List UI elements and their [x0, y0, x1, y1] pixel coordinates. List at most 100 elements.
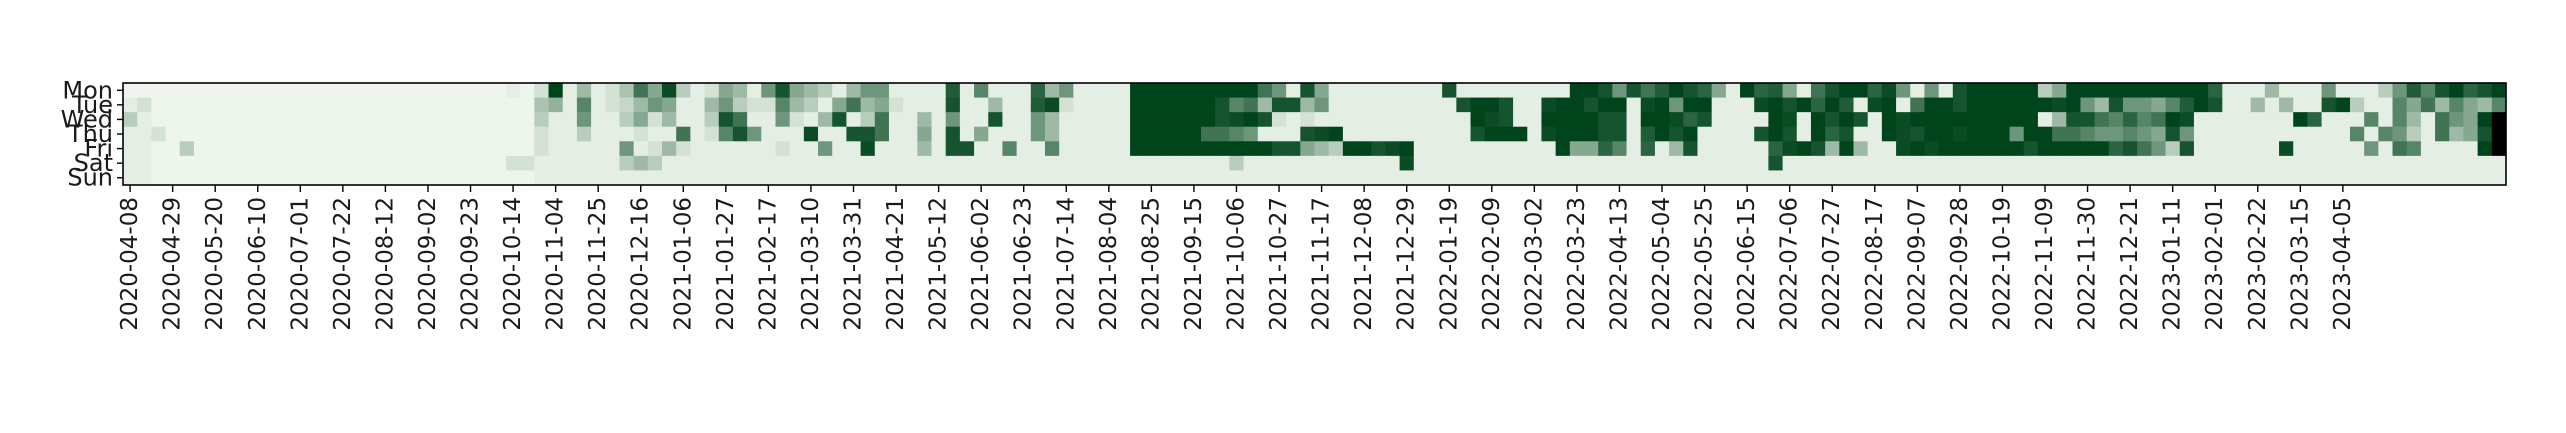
heatmap-cell	[619, 170, 635, 186]
heatmap-cell	[1513, 83, 1528, 98]
heatmap-cell	[1640, 112, 1656, 128]
heatmap-cell	[1130, 83, 1145, 98]
heatmap-cell	[974, 170, 989, 186]
heatmap-cell	[1768, 126, 1783, 142]
heatmap-cell	[420, 97, 436, 113]
heatmap-cell	[1896, 141, 1911, 157]
heatmap-cell	[1186, 170, 1202, 186]
heatmap-cell	[718, 155, 734, 171]
heatmap-cell	[1598, 112, 1613, 128]
heatmap-cell	[2279, 112, 2294, 128]
heatmap-cell	[2364, 112, 2379, 128]
heatmap-cell	[959, 170, 975, 186]
heatmap-cell	[1044, 83, 1060, 98]
heatmap-cell	[2179, 97, 2195, 113]
heatmap-cell	[1271, 112, 1287, 128]
heatmap-cell	[1782, 155, 1798, 171]
heatmap-cell	[832, 97, 847, 113]
heatmap-cell	[2463, 126, 2479, 142]
heatmap-cell	[1569, 155, 1585, 171]
heatmap-cell	[1527, 170, 1542, 186]
heatmap-cell	[1059, 97, 1074, 113]
heatmap-cell	[2250, 155, 2266, 171]
heatmap-cell	[917, 112, 932, 128]
heatmap-cell	[1598, 141, 1613, 157]
heatmap-cell	[491, 97, 507, 113]
heatmap-cell	[1697, 155, 1713, 171]
heatmap-cell	[321, 83, 337, 98]
heatmap-cell	[2307, 170, 2322, 186]
heatmap-cell	[2463, 170, 2479, 186]
heatmap-cell	[732, 83, 748, 98]
heatmap-cell	[1938, 170, 1954, 186]
heatmap-cell	[1924, 126, 1940, 142]
heatmap-cell	[1257, 141, 1273, 157]
heatmap-cell	[2094, 83, 2110, 98]
heatmap-cell	[378, 83, 393, 98]
heatmap-cell	[520, 126, 535, 142]
heatmap-cell	[2321, 155, 2337, 171]
heatmap-cell	[1470, 112, 1486, 128]
heatmap-cell	[1158, 141, 1174, 157]
heatmap-cell	[1740, 170, 1755, 186]
heatmap-cell	[1328, 83, 1344, 98]
heatmap-cell	[1640, 83, 1656, 98]
heatmap-cell	[647, 112, 663, 128]
heatmap-cell	[1470, 155, 1486, 171]
heatmap-cell	[2392, 126, 2408, 142]
heatmap-cell	[1867, 126, 1883, 142]
heatmap-cell	[1569, 170, 1585, 186]
heatmap-cell	[2052, 112, 2067, 128]
heatmap-cell	[1839, 112, 1854, 128]
heatmap-cell	[718, 97, 734, 113]
heatmap-cell	[704, 170, 720, 186]
heatmap-cell	[1130, 97, 1145, 113]
heatmap-cell	[2264, 112, 2280, 128]
heatmap-cell	[1130, 155, 1145, 171]
heatmap-cell	[335, 141, 351, 157]
heatmap-cell	[1399, 141, 1415, 157]
heatmap-cell	[1654, 170, 1670, 186]
heatmap-cell	[988, 170, 1003, 186]
heatmap-cell	[1101, 126, 1117, 142]
heatmap-cell	[1640, 126, 1656, 142]
heatmap-cell	[2307, 141, 2322, 157]
heatmap-cell	[1569, 141, 1585, 157]
heatmap-cell	[1144, 155, 1159, 171]
heatmap-cell	[2321, 170, 2337, 186]
heatmap-cell	[1683, 141, 1698, 157]
heatmap-cell	[2264, 155, 2280, 171]
heatmap-cell	[1711, 112, 1727, 128]
heatmap-cell	[846, 112, 861, 128]
heatmap-cell	[1016, 97, 1032, 113]
heatmap-cell	[2250, 126, 2266, 142]
heatmap-cell	[2179, 170, 2195, 186]
heatmap-cell	[1697, 97, 1713, 113]
heatmap-cell	[2222, 141, 2237, 157]
heatmap-cell	[1371, 83, 1386, 98]
heatmap-cell	[392, 170, 408, 186]
heatmap-cell	[846, 141, 861, 157]
heatmap-cell	[2420, 126, 2436, 142]
heatmap-cell	[2392, 141, 2408, 157]
heatmap-cell	[1825, 83, 1840, 98]
heatmap-cell	[193, 155, 209, 171]
heatmap-cell	[903, 83, 918, 98]
heatmap-cell	[2364, 97, 2379, 113]
heatmap-cell	[193, 170, 209, 186]
heatmap-cell	[2236, 97, 2252, 113]
heatmap-cell	[520, 97, 535, 113]
x-tick-label: 2023-04-05	[2330, 197, 2356, 331]
heatmap-cell	[2179, 126, 2195, 142]
heatmap-cell	[2137, 112, 2152, 128]
heatmap-cell	[619, 97, 635, 113]
heatmap-cell	[1172, 126, 1188, 142]
heatmap-cell	[2165, 112, 2181, 128]
heatmap-cell	[974, 141, 989, 157]
heatmap-cell	[2406, 141, 2422, 157]
heatmap-cell	[1825, 155, 1840, 171]
heatmap-cell	[2094, 112, 2110, 128]
heatmap-cell	[1910, 126, 1925, 142]
heatmap-cell	[250, 112, 266, 128]
heatmap-cell	[1584, 97, 1599, 113]
